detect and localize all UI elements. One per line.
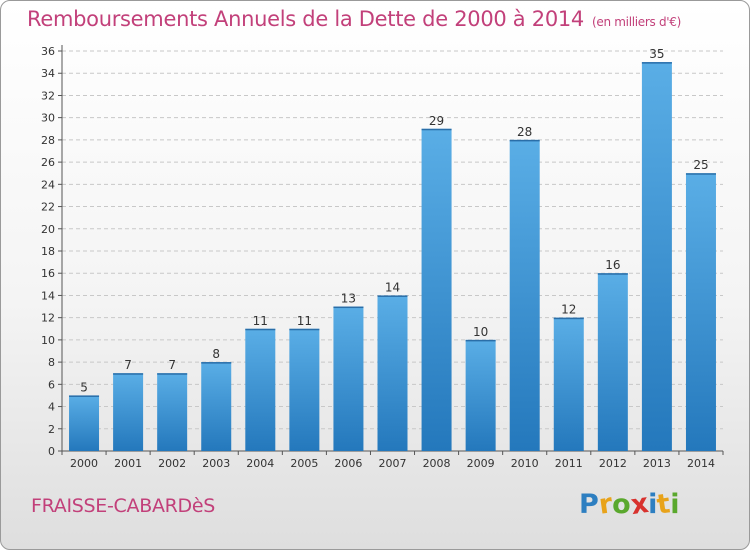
commune-name: FRAISSE-CABARDèS <box>31 495 216 517</box>
x-tick-label: 2000 <box>70 457 98 470</box>
data-label: 11 <box>297 314 312 328</box>
bar-2000 <box>69 395 100 451</box>
proxiti-logo[interactable]: Proxiti <box>579 487 680 522</box>
bars <box>69 62 716 451</box>
bar-top-edge <box>289 328 320 331</box>
y-tick-label: 8 <box>48 356 55 369</box>
y-tick-label: 4 <box>48 401 55 414</box>
bar-2002 <box>157 373 188 451</box>
bar-2006 <box>333 306 364 451</box>
bar-2001 <box>113 373 144 451</box>
y-tick-label: 26 <box>41 156 55 169</box>
y-tick-label: 2 <box>48 423 55 436</box>
x-tick-label: 2006 <box>334 457 362 470</box>
bar-top-edge <box>333 306 364 309</box>
logo-letter: P <box>579 489 599 520</box>
labels: 0246810121416182022242628303234362000520… <box>41 45 715 470</box>
data-label: 12 <box>561 303 576 317</box>
y-tick-label: 10 <box>41 334 55 347</box>
bar-2004 <box>245 328 276 451</box>
data-label: 11 <box>253 314 268 328</box>
x-tick-label: 2002 <box>158 457 186 470</box>
logo-letter: x <box>628 487 651 522</box>
bar-top-edge <box>69 395 100 397</box>
logo-letter: i <box>648 489 658 520</box>
x-tick-label: 2005 <box>290 457 318 470</box>
y-tick-label: 18 <box>41 245 55 258</box>
data-label: 29 <box>429 114 444 128</box>
x-tick-label: 2014 <box>687 457 715 470</box>
y-tick-label: 28 <box>41 134 55 147</box>
bar-top-edge <box>641 62 672 64</box>
x-tick-label: 2007 <box>379 457 407 470</box>
logo-letter: o <box>612 489 631 520</box>
x-tick-label: 2013 <box>643 457 671 470</box>
bar-top-edge <box>113 373 144 375</box>
y-tick-label: 30 <box>41 112 55 125</box>
data-label: 13 <box>341 292 356 306</box>
x-tick-label: 2001 <box>114 457 142 470</box>
x-tick-label: 2011 <box>555 457 583 470</box>
data-label: 7 <box>124 358 132 372</box>
y-tick-label: 20 <box>41 223 55 236</box>
bar-2007 <box>377 295 408 451</box>
x-tick-label: 2004 <box>246 457 274 470</box>
y-tick-label: 6 <box>48 378 55 391</box>
bar-2010 <box>509 139 540 451</box>
data-label: 25 <box>693 158 708 172</box>
x-tick-label: 2008 <box>423 457 451 470</box>
y-tick-label: 16 <box>41 267 55 280</box>
y-tick-label: 24 <box>41 178 55 191</box>
bar-2014 <box>685 173 716 451</box>
y-tick-label: 12 <box>41 312 55 325</box>
bar-2008 <box>421 128 452 451</box>
x-tick-label: 2009 <box>467 457 495 470</box>
data-label: 28 <box>517 125 532 139</box>
title-unit: (en milliers d'€) <box>592 15 682 29</box>
y-tick-label: 0 <box>48 445 55 458</box>
y-tick-label: 14 <box>41 289 55 302</box>
bar-top-edge <box>377 295 408 297</box>
bar-2012 <box>597 273 628 451</box>
bar-2005 <box>289 328 320 451</box>
bar-top-edge <box>597 273 628 275</box>
data-label: 7 <box>168 358 176 372</box>
data-label: 16 <box>605 258 620 272</box>
data-label: 5 <box>80 380 88 394</box>
logo-letter: i <box>670 489 680 520</box>
data-label: 8 <box>212 347 220 361</box>
y-tick-label: 34 <box>41 67 55 80</box>
chart-title: Remboursements Annuels de la Dette de 20… <box>27 7 681 31</box>
data-label: 10 <box>473 325 488 339</box>
bar-top-edge <box>553 317 584 320</box>
y-tick-label: 32 <box>41 89 55 102</box>
bar-top-edge <box>245 328 276 331</box>
data-label: 35 <box>649 47 664 61</box>
x-tick-label: 2003 <box>202 457 230 470</box>
title-text: Remboursements Annuels de la Dette de 20… <box>27 7 584 31</box>
y-tick-label: 22 <box>41 201 55 214</box>
y-tick-label: 36 <box>41 45 55 58</box>
bar-top-edge <box>685 173 716 175</box>
bar-2011 <box>553 317 584 451</box>
bar-top-edge <box>509 139 540 142</box>
bar-2013 <box>641 62 672 451</box>
bar-2003 <box>201 362 232 451</box>
bar-top-edge <box>201 362 232 364</box>
bar-top-edge <box>465 339 496 342</box>
x-tick-label: 2010 <box>511 457 539 470</box>
bar-2009 <box>465 339 496 451</box>
x-tick-label: 2012 <box>599 457 627 470</box>
data-label: 14 <box>385 280 400 294</box>
bar-top-edge <box>157 373 188 375</box>
bar-top-edge <box>421 128 452 131</box>
